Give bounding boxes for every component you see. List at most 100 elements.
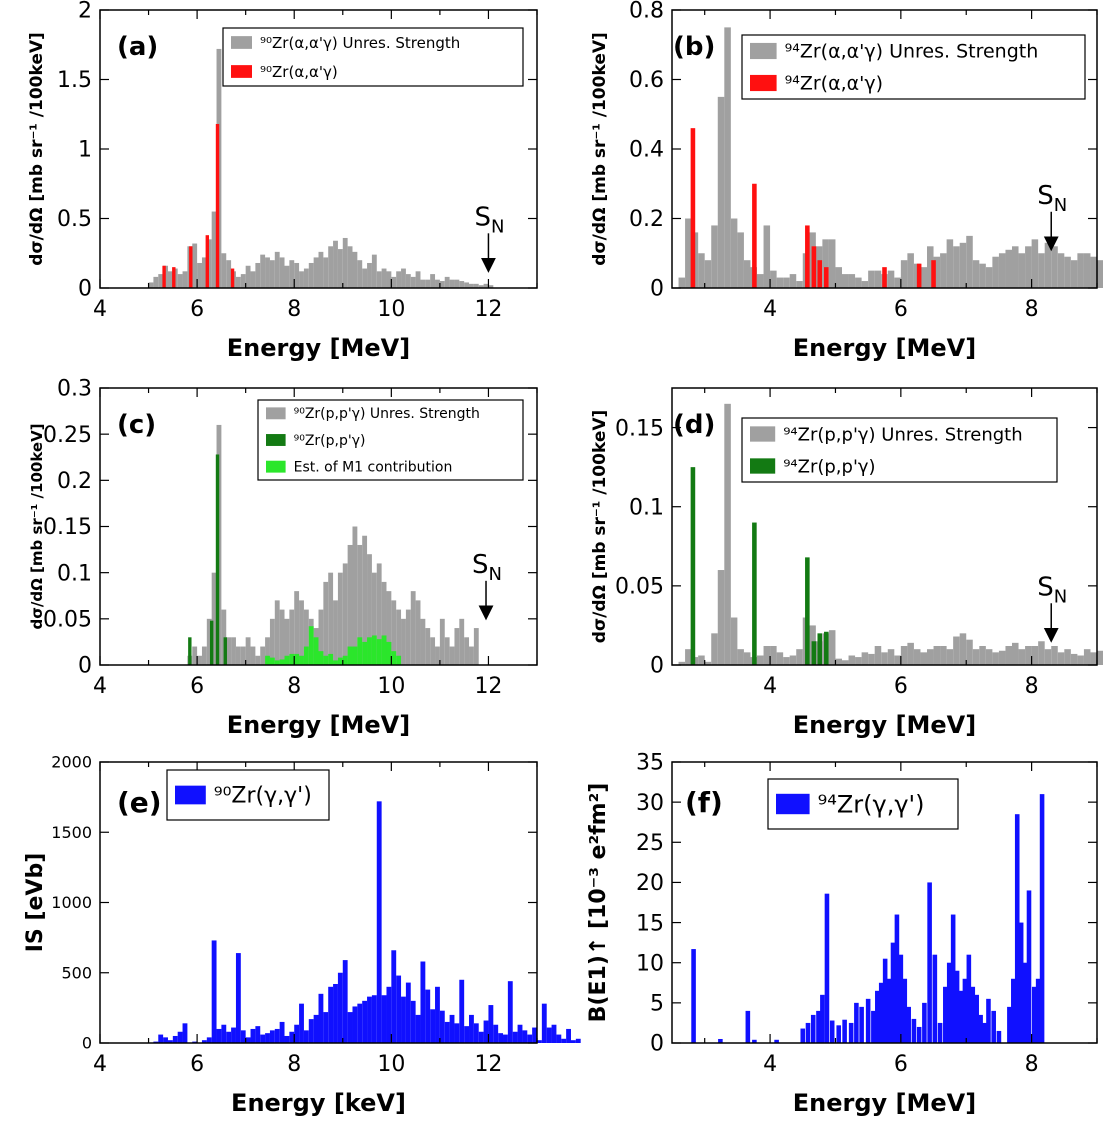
- bar: [313, 257, 319, 288]
- bar: [328, 653, 334, 665]
- bar: [691, 949, 696, 1043]
- panel-label: (b): [673, 32, 715, 62]
- bar: [430, 274, 436, 288]
- bar: [998, 650, 1006, 665]
- bar: [1014, 814, 1020, 1043]
- bar: [337, 657, 343, 665]
- legend-box: [741, 417, 1058, 483]
- bar: [158, 274, 164, 288]
- x-tick-label: 6: [894, 674, 908, 699]
- bar: [911, 1018, 917, 1043]
- bar: [260, 646, 266, 665]
- bar: [1051, 246, 1058, 288]
- bar: [371, 572, 377, 665]
- bar: [396, 655, 402, 665]
- x-axis-label: Energy [MeV]: [227, 334, 410, 362]
- bar: [836, 1025, 842, 1043]
- bar: [459, 618, 465, 665]
- bar: [575, 1038, 581, 1043]
- bar: [811, 246, 817, 288]
- bar: [396, 609, 402, 665]
- sn-label: SN: [1037, 572, 1067, 607]
- bar: [1044, 649, 1052, 665]
- bar: [483, 1020, 489, 1043]
- bar: [410, 591, 416, 665]
- bar: [868, 653, 875, 665]
- legend-label: ⁹⁰Zr(p,p'γ): [294, 433, 366, 449]
- bar: [449, 646, 455, 665]
- y-axis-label: dσ/dΩ [mb sr⁻¹ /100keV]: [27, 32, 47, 266]
- y-tick-label: 0.1: [629, 495, 664, 520]
- bar: [916, 263, 922, 288]
- bar: [816, 1010, 821, 1043]
- bar: [902, 978, 908, 1043]
- bar: [953, 246, 960, 288]
- bar: [435, 279, 440, 288]
- bar: [953, 636, 960, 665]
- y-tick-label: 0.8: [629, 0, 664, 24]
- bar: [848, 274, 856, 288]
- bar: [391, 651, 397, 665]
- sn-label: SN: [472, 550, 502, 585]
- bar: [352, 646, 358, 665]
- bar: [265, 1033, 270, 1043]
- bar: [805, 225, 810, 288]
- y-tick-label: 5: [650, 992, 664, 1017]
- bar: [1083, 649, 1091, 665]
- bar: [313, 637, 319, 665]
- bar: [391, 276, 397, 288]
- panel-label: (f): [685, 786, 723, 819]
- bar: [211, 940, 217, 1043]
- bar: [871, 1010, 876, 1043]
- bar: [269, 618, 275, 665]
- bar: [294, 1024, 300, 1043]
- bar: [439, 1010, 445, 1043]
- x-tick-label: 4: [763, 297, 777, 322]
- bar: [299, 655, 304, 665]
- bar: [992, 256, 999, 288]
- panel-label: (e): [117, 786, 162, 819]
- bar: [817, 260, 823, 288]
- bar: [711, 633, 718, 665]
- bar: [842, 1019, 847, 1043]
- legend-label: ⁹⁰Zr(α,α'γ): [260, 63, 338, 81]
- bar: [1039, 794, 1045, 1043]
- bar: [308, 626, 314, 665]
- bar: [449, 1014, 455, 1043]
- y-tick-label: 1000: [51, 893, 92, 912]
- bar: [231, 637, 236, 665]
- bar: [255, 1026, 261, 1043]
- bar: [770, 646, 777, 665]
- bar: [824, 631, 829, 665]
- bar: [478, 1031, 484, 1043]
- bar: [245, 637, 251, 665]
- bar: [367, 262, 372, 288]
- bar: [410, 1000, 416, 1043]
- series-blue: [153, 801, 581, 1043]
- bar: [381, 635, 387, 665]
- bar: [1083, 253, 1091, 288]
- bar: [215, 123, 220, 288]
- bar: [299, 271, 304, 288]
- bar: [1044, 242, 1052, 288]
- bar: [226, 637, 232, 665]
- bar: [226, 1031, 232, 1043]
- bar: [894, 914, 900, 1043]
- legend-swatch: [750, 74, 777, 92]
- bar: [294, 653, 300, 665]
- y-tick-label: 0.05: [43, 608, 92, 633]
- bar: [763, 225, 771, 288]
- bar: [444, 276, 450, 288]
- bar: [1035, 978, 1041, 1043]
- y-tick-label: 0: [650, 277, 664, 302]
- bar: [478, 285, 484, 288]
- y-axis-label: dσ/dΩ [mb sr⁻¹ /100keV]: [28, 423, 46, 629]
- y-tick-label: 0.15: [615, 416, 664, 441]
- bar: [216, 1028, 222, 1043]
- bar: [796, 649, 803, 665]
- bar: [371, 995, 377, 1043]
- bar: [974, 994, 979, 1043]
- bar: [1070, 260, 1078, 288]
- bar: [201, 1040, 207, 1043]
- legend-swatch: [175, 785, 206, 805]
